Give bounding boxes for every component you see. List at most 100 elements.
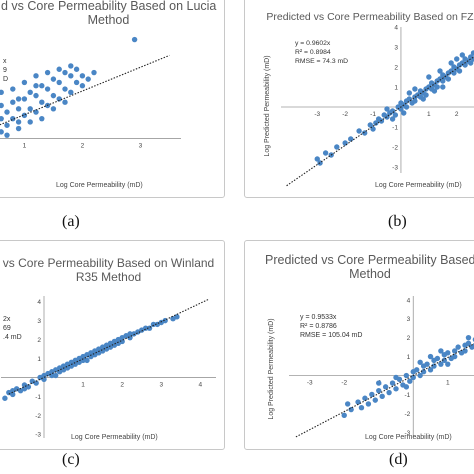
data-point: [107, 344, 114, 350]
data-point: [365, 401, 372, 407]
trendline-equation: .4 mD: [3, 334, 22, 341]
data-point: [0, 129, 4, 135]
data-point: [50, 92, 57, 99]
chart-title-line: Method: [349, 267, 391, 282]
data-point: [358, 405, 365, 411]
data-point: [406, 90, 413, 96]
data-point: [4, 132, 10, 138]
data-point: [426, 74, 432, 80]
data-point: [21, 79, 28, 86]
data-point: [367, 122, 373, 128]
data-point: [344, 401, 351, 407]
panel-letter: (c): [62, 451, 80, 468]
data-point: [376, 387, 382, 394]
data-point: [417, 372, 423, 379]
data-point: [459, 52, 466, 58]
chart-title-line: Predicted vs Core Permeability Based on …: [266, 11, 474, 23]
data-point: [431, 363, 437, 369]
data-point: [39, 115, 45, 122]
x-tick-label: 1: [81, 381, 85, 388]
data-point: [389, 380, 396, 386]
data-point: [4, 109, 10, 115]
data-points: [341, 334, 474, 418]
chart-title: d vs Core Permeability Based on Lucia Met…: [1, 0, 216, 28]
data-point: [33, 83, 39, 89]
data-point: [451, 353, 458, 360]
x-tick-label: 3: [139, 142, 143, 149]
y-tick-label: 3: [407, 316, 411, 323]
y-tick-label: -1: [392, 125, 398, 132]
data-point: [403, 372, 410, 379]
trendline-equation: RMSE = 105.04 mD: [300, 332, 362, 339]
data-point: [33, 73, 39, 79]
x-tick-label: -2: [342, 111, 348, 118]
data-point: [10, 387, 16, 394]
data-point: [356, 128, 362, 134]
data-point: [448, 60, 454, 66]
data-point: [427, 353, 434, 360]
data-point: [68, 73, 74, 79]
data-point: [434, 84, 440, 90]
y-axis-label: Log Predicted Permeability (mD): [264, 55, 271, 156]
data-point: [21, 96, 28, 102]
data-point: [403, 104, 410, 110]
data-point: [0, 102, 4, 109]
chart-panel-a: 0123123x9DLog Core Permeability (mD)d vs…: [0, 0, 225, 198]
data-point: [369, 391, 375, 398]
trendline-equation: 9: [3, 67, 7, 74]
data-point: [412, 98, 418, 104]
data-point: [342, 140, 348, 146]
data-point: [314, 156, 320, 162]
data-point: [348, 406, 354, 413]
chart-title-line: R35 Method: [75, 269, 142, 284]
data-point: [401, 110, 407, 116]
data-point: [33, 109, 39, 115]
trendline-equation: RMSE = 74.3 mD: [295, 58, 348, 65]
data-point: [467, 60, 474, 66]
data-point: [334, 144, 340, 150]
data-point: [438, 361, 444, 367]
y-tick-label: 1: [407, 354, 411, 361]
data-point: [455, 344, 461, 350]
y-tick-label: 2: [394, 65, 398, 72]
data-point: [410, 374, 416, 381]
y-tick-label: -2: [392, 145, 398, 152]
data-points: [0, 36, 138, 138]
data-point: [348, 136, 354, 142]
data-point: [372, 397, 378, 403]
data-point: [456, 68, 463, 74]
y-tick-label: -3: [35, 432, 41, 439]
data-point: [21, 386, 28, 392]
x-tick-label: 2: [81, 142, 85, 149]
data-point: [362, 395, 368, 401]
trendline-equation: D: [3, 76, 8, 83]
x-tick-label: 2: [120, 381, 124, 388]
data-point: [73, 79, 80, 86]
x-axis-label: Log Core Permeability (mD): [71, 434, 158, 441]
data-point: [414, 367, 420, 373]
data-point: [68, 89, 74, 96]
data-point: [470, 50, 474, 56]
data-point: [10, 99, 16, 105]
x-tick-label: 2: [455, 111, 459, 118]
y-axis-label: Log Predicted Permeability (mD): [268, 318, 275, 419]
x-tick-label: -3: [314, 111, 320, 118]
chart-title-line: vs Core Permeability Based on Winland: [2, 256, 215, 270]
data-point: [4, 122, 10, 128]
data-point: [403, 384, 410, 390]
data-point: [56, 79, 62, 86]
data-point: [33, 92, 39, 99]
data-point: [99, 348, 106, 354]
chart-title-line: Predicted vs Core Permeability Based: [265, 253, 474, 267]
data-point: [465, 340, 472, 347]
y-tick-label: -3: [392, 165, 398, 172]
data-point: [15, 119, 22, 125]
trendline-equation: R² = 0.8786: [300, 323, 337, 330]
panel-letter: (b): [388, 213, 407, 230]
trendline-equation: y = 0.9533x: [300, 314, 337, 321]
scatter-plot: 1 2 3 4 -3 -2 -1 1 2 3 4 2x 69 .4 mD Log Core Permeabi…: [1, 296, 216, 441]
data-point: [150, 321, 157, 328]
y-tick-label: 1: [37, 356, 41, 363]
data-point: [393, 374, 399, 381]
